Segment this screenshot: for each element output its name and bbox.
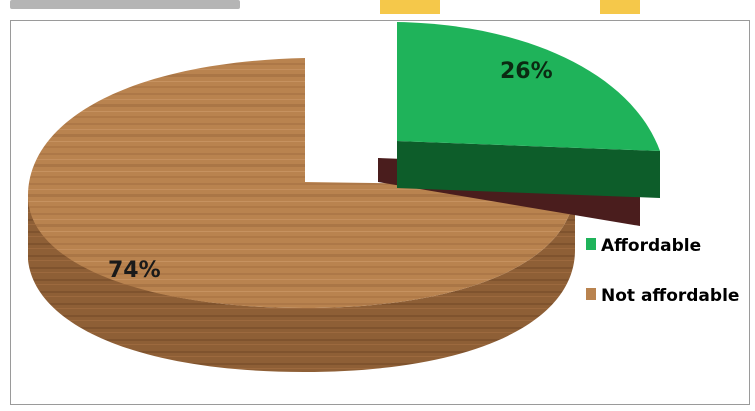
data-label-affordable: 26% — [500, 59, 553, 84]
legend-swatch-not-affordable — [586, 288, 596, 300]
slice-not-affordable — [28, 58, 575, 308]
slice-not-affordable-side — [28, 182, 575, 372]
slice-affordable-side — [397, 141, 660, 198]
slice-affordable — [397, 22, 660, 151]
legend: Affordable Not affordable — [586, 236, 739, 306]
data-label-not-affordable: 74% — [108, 258, 161, 283]
legend-swatch-affordable — [586, 238, 596, 250]
cropped-text-strip — [0, 0, 755, 20]
legend-label-affordable: Affordable — [601, 236, 701, 256]
legend-label-not-affordable: Not affordable — [601, 286, 739, 306]
